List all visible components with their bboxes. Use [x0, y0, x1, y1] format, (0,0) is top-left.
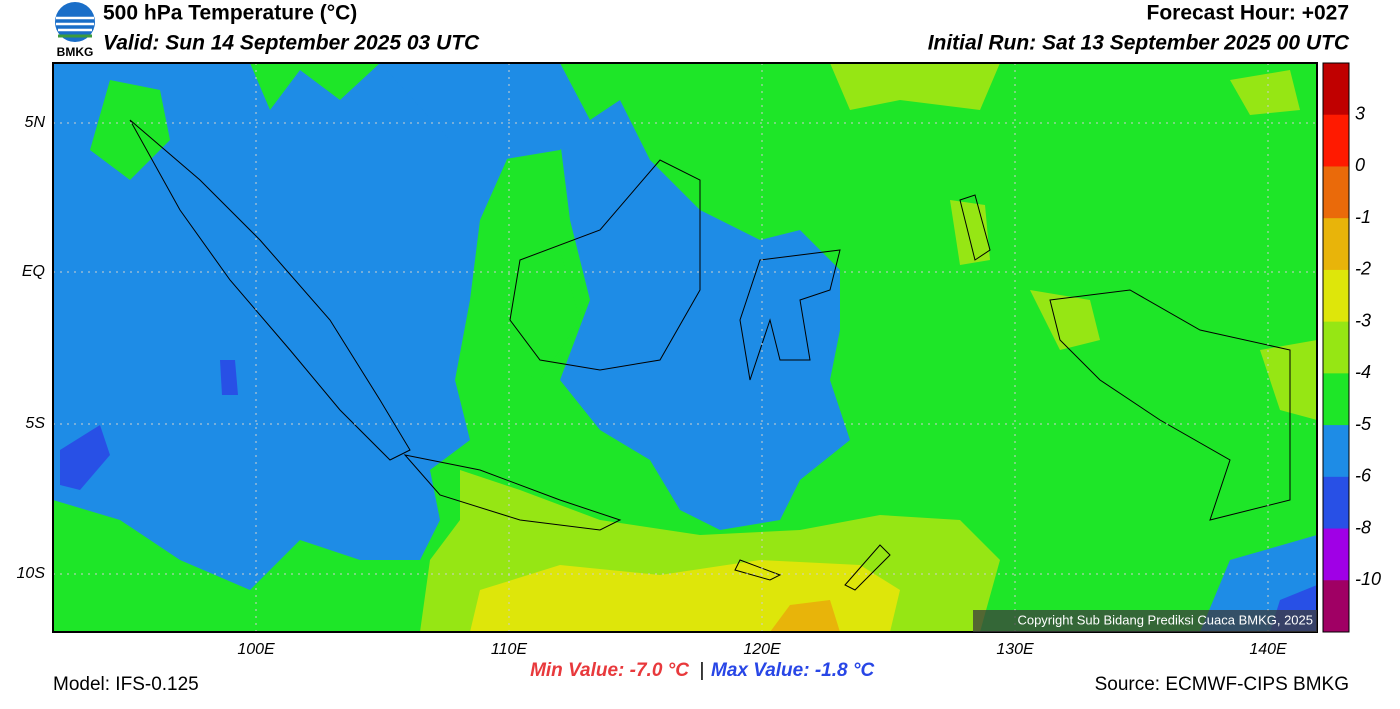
colorbar-band [1323, 166, 1349, 219]
min-value: Min Value: -7.0 °C [530, 660, 689, 681]
colorbar-band [1323, 528, 1349, 581]
colorbar-band [1323, 269, 1349, 323]
separator: | [700, 660, 705, 681]
logo-text: BMKG [57, 45, 94, 59]
lat-label: 5S [25, 415, 45, 432]
colorbar-label: -10 [1355, 569, 1381, 589]
colorbar-label: -2 [1355, 259, 1371, 279]
copyright: Copyright Sub Bidang Prediksi Cuaca BMKG… [1017, 612, 1313, 627]
temperature-field [53, 63, 1317, 632]
lon-label: 140E [1249, 641, 1287, 658]
colorbar-band [1323, 373, 1349, 426]
map-frame [52, 62, 1318, 633]
forecast-hour: Forecast Hour: +027 [1147, 2, 1350, 25]
colorbar-band [1323, 425, 1349, 478]
colorbar-label: -5 [1355, 414, 1372, 434]
colorbar-band [1323, 580, 1349, 633]
lon-label: 120E [743, 641, 781, 658]
colorbar-band [1323, 63, 1349, 116]
lat-label: 5N [25, 114, 46, 131]
graticule [53, 63, 1317, 632]
colorbar-band [1323, 218, 1349, 271]
colorbar: 3 0 -1 -2 -3 -4 -5 -6 -8 -10 [1322, 62, 1381, 633]
valid-time: Valid: Sun 14 September 2025 03 UTC [103, 32, 480, 55]
model: Model: IFS-0.125 [53, 674, 199, 695]
colorbar-label: -8 [1355, 517, 1371, 537]
lon-label: 130E [996, 641, 1034, 658]
copyright-box [973, 610, 1317, 632]
colorbar-label: 3 [1355, 103, 1365, 123]
colorbar-band [1323, 321, 1349, 374]
colorbar-label: -3 [1355, 310, 1371, 330]
colorbar-label: -6 [1355, 466, 1372, 486]
lat-label: 10S [17, 565, 46, 582]
lon-label: 100E [237, 641, 275, 658]
logo: BMKG [55, 2, 95, 59]
title: 500 hPa Temperature (°C) [103, 2, 357, 25]
max-value: Max Value: -1.8 °C [711, 660, 874, 681]
initial-run: Initial Run: Sat 13 September 2025 00 UT… [928, 32, 1350, 55]
colorbar-band [1323, 114, 1349, 167]
lat-label: EQ [22, 263, 45, 280]
colorbar-frame [1322, 62, 1350, 633]
source: Source: ECMWF-CIPS BMKG [1095, 674, 1349, 695]
colorbar-label: -1 [1355, 207, 1371, 227]
lon-label: 110E [491, 641, 528, 658]
colorbar-label: 0 [1355, 155, 1365, 175]
colorbar-label: -4 [1355, 362, 1371, 382]
colorbar-band [1323, 476, 1349, 530]
